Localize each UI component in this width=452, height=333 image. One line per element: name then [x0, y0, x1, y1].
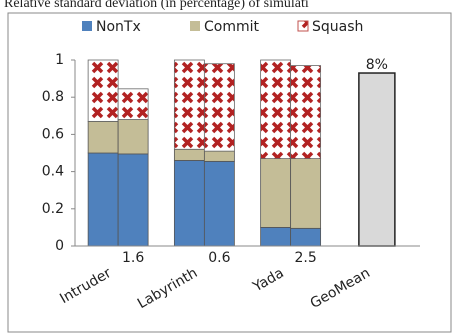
annotation: 0.6: [208, 250, 230, 266]
x-tick-label: GeoMean: [308, 265, 373, 312]
bar-segment: [290, 65, 322, 159]
bar-segment: [260, 158, 292, 228]
y-tick-label: 0.8: [42, 89, 64, 105]
x-tick-label: Yada: [249, 265, 286, 296]
annotation: 8%: [366, 57, 388, 73]
bar-segment: [117, 119, 149, 155]
bar-segment: [87, 120, 119, 154]
bar-segment: [87, 59, 119, 122]
legend-label: Squash: [312, 19, 363, 35]
bar-segment: [260, 226, 292, 247]
legend-swatch: [297, 20, 309, 32]
bar-segment: [260, 59, 292, 159]
legend-label: Commit: [204, 19, 260, 35]
bar-segment: [290, 227, 322, 247]
bar-segment: [203, 160, 235, 247]
overall-bar: [358, 72, 396, 247]
bar-segment: [87, 152, 119, 247]
x-tick-label: Labyrinth: [135, 265, 201, 312]
legend-label: NonTx: [96, 19, 141, 35]
x-tick-label: Intruder: [57, 265, 114, 307]
legend-swatch: [82, 21, 92, 31]
y-tick-label: 0.6: [42, 126, 64, 142]
annotation: 1.6: [122, 250, 144, 266]
bar-segment: [173, 160, 205, 247]
bar-segment: [203, 150, 235, 162]
annotation: 2.5: [294, 250, 316, 266]
y-tick-label: 1: [55, 52, 64, 68]
chart-frame: [7, 12, 452, 333]
y-tick-label: 0.2: [42, 201, 64, 217]
chart-title: Relative standard deviation (in percenta…: [4, 0, 309, 11]
bar-segment: [117, 153, 149, 247]
bar-segment: [173, 59, 205, 150]
legend-swatch: [190, 21, 200, 31]
bar-segment: [203, 63, 235, 152]
y-tick-label: 0: [55, 238, 64, 254]
y-tick-label: 0.4: [42, 164, 64, 180]
bar-segment: [117, 88, 149, 120]
bar-segment: [290, 158, 322, 229]
bar-segment: [173, 148, 205, 161]
